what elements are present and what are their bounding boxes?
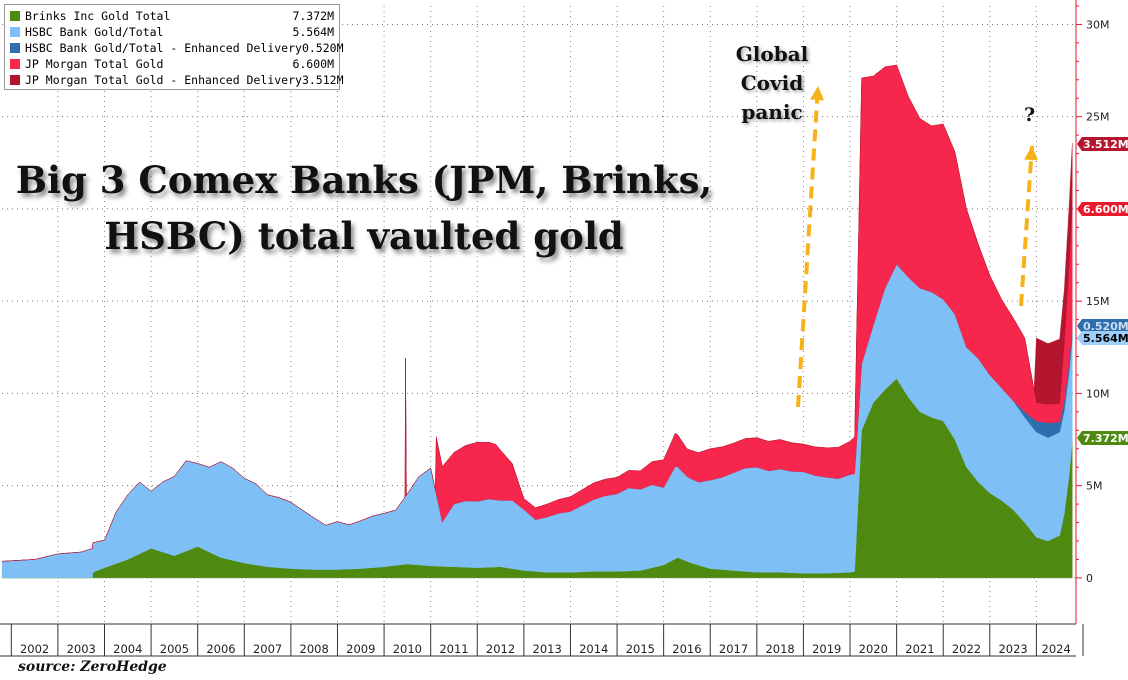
source-note: source: ZeroHedge	[18, 659, 167, 675]
arrow-shaft	[796, 85, 820, 408]
y-tick-label: 0	[1086, 572, 1093, 585]
x-tick-label: 2012	[486, 642, 515, 656]
x-tick-label: 2022	[952, 642, 981, 656]
x-tick-label: 2009	[346, 642, 375, 656]
arrow-shaft	[1019, 145, 1034, 307]
legend-label: JP Morgan Total Gold	[25, 57, 164, 71]
value-badge-bg	[1077, 202, 1128, 216]
arrow-annotation	[1019, 145, 1039, 307]
legend-label: HSBC Bank Gold/Total - Enhanced Delivery	[25, 41, 302, 55]
value-badge-label: 0.520M	[1083, 320, 1128, 333]
y-tick-label: 30M	[1086, 18, 1110, 31]
x-tick-label: 2016	[672, 642, 701, 656]
value-badge: 7.372M	[1077, 431, 1128, 445]
y-tick-label: 25M	[1086, 111, 1110, 124]
series-area-4	[2, 64, 1073, 562]
x-tick-label: 2007	[253, 642, 282, 656]
x-axis: 2002 2003 2004 2005 2006 2007 2008 2009 2010 2011…	[0, 623, 1084, 657]
question-annotation: ?	[1024, 104, 1036, 126]
legend-item: JP Morgan Total Gold - Enhanced Delivery…	[10, 72, 344, 88]
value-badge-bg	[1077, 137, 1128, 151]
value-badge: 5.564M	[1077, 331, 1128, 345]
x-tick-label: 2004	[113, 642, 142, 656]
value-badge: 3.512M	[1077, 137, 1128, 151]
x-tick-label: 2017	[719, 642, 748, 656]
legend-item: Brinks Inc Gold Total 7.372M	[10, 8, 334, 24]
value-badge-label: 5.564M	[1083, 332, 1128, 345]
value-badge: 0.520M	[1077, 319, 1128, 333]
covid-annotation: Global Covid panic	[735, 42, 809, 124]
x-tick-label: 2011	[439, 642, 468, 656]
legend-item: HSBC Bank Gold/Total 5.564M	[10, 24, 334, 40]
arrow-head	[1024, 146, 1039, 161]
legend-value: 6.600M	[292, 57, 334, 71]
x-tick-label: 2023	[998, 642, 1027, 656]
legend-label: JP Morgan Total Gold - Enhanced Delivery	[25, 73, 302, 87]
x-tick-label: 2014	[579, 642, 608, 656]
legend: Brinks Inc Gold Total 7.372M HSBC Bank G…	[4, 4, 344, 90]
x-tick-label: 2018	[765, 642, 794, 656]
x-tick-label: 2006	[206, 642, 235, 656]
legend-swatch	[10, 59, 20, 69]
x-tick-label: 2019	[812, 642, 841, 656]
x-tick-label: 2020	[859, 642, 888, 656]
y-tick-label: 10M	[1086, 387, 1110, 400]
legend-swatch	[10, 43, 20, 53]
legend-swatch	[10, 75, 20, 85]
x-tick-label: 2008	[300, 642, 329, 656]
value-badge: 6.600M	[1077, 202, 1128, 216]
legend-label: Brinks Inc Gold Total	[25, 9, 171, 23]
value-badge-bg	[1077, 319, 1128, 333]
arrow-head	[810, 86, 825, 101]
value-badge-bg	[1077, 431, 1128, 445]
x-tick-label: 2003	[67, 642, 96, 656]
x-tick-label: 2015	[626, 642, 655, 656]
legend-value: 5.564M	[292, 25, 334, 39]
x-tick-label: 2013	[533, 642, 562, 656]
legend-value: 7.372M	[292, 9, 334, 23]
annotation-arrows	[796, 85, 1039, 408]
value-badge-label: 6.600M	[1083, 203, 1128, 216]
legend-label: HSBC Bank Gold/Total	[25, 25, 164, 39]
x-tick-label: 2024	[1042, 642, 1071, 656]
legend-item: JP Morgan Total Gold 6.600M	[10, 56, 334, 72]
value-badge-label: 7.372M	[1083, 432, 1128, 445]
legend-value: 3.512M	[301, 73, 344, 87]
y-tick-label: 5M	[1086, 480, 1103, 493]
x-tick-label: 2010	[393, 642, 422, 656]
x-tick-label: 2021	[905, 642, 934, 656]
legend-swatch	[10, 11, 20, 21]
x-tick-label: 2002	[20, 642, 49, 656]
value-badge-label: 3.512M	[1083, 138, 1128, 151]
legend-swatch	[10, 27, 20, 37]
series-areas	[1, 64, 1073, 579]
legend-value: 0.520M	[301, 41, 344, 55]
y-axis: 05M10M15M20M25M30M	[1075, 0, 1110, 624]
arrow-annotation	[796, 85, 825, 408]
x-tick-label: 2005	[160, 642, 189, 656]
value-badge-bg	[1077, 331, 1128, 345]
legend-item: HSBC Bank Gold/Total - Enhanced Delivery…	[10, 40, 344, 56]
chart-title: Big 3 Comex Banks (JPM, Brinks, HSBC) to…	[15, 158, 713, 258]
y-tick-label: 15M	[1086, 295, 1110, 308]
